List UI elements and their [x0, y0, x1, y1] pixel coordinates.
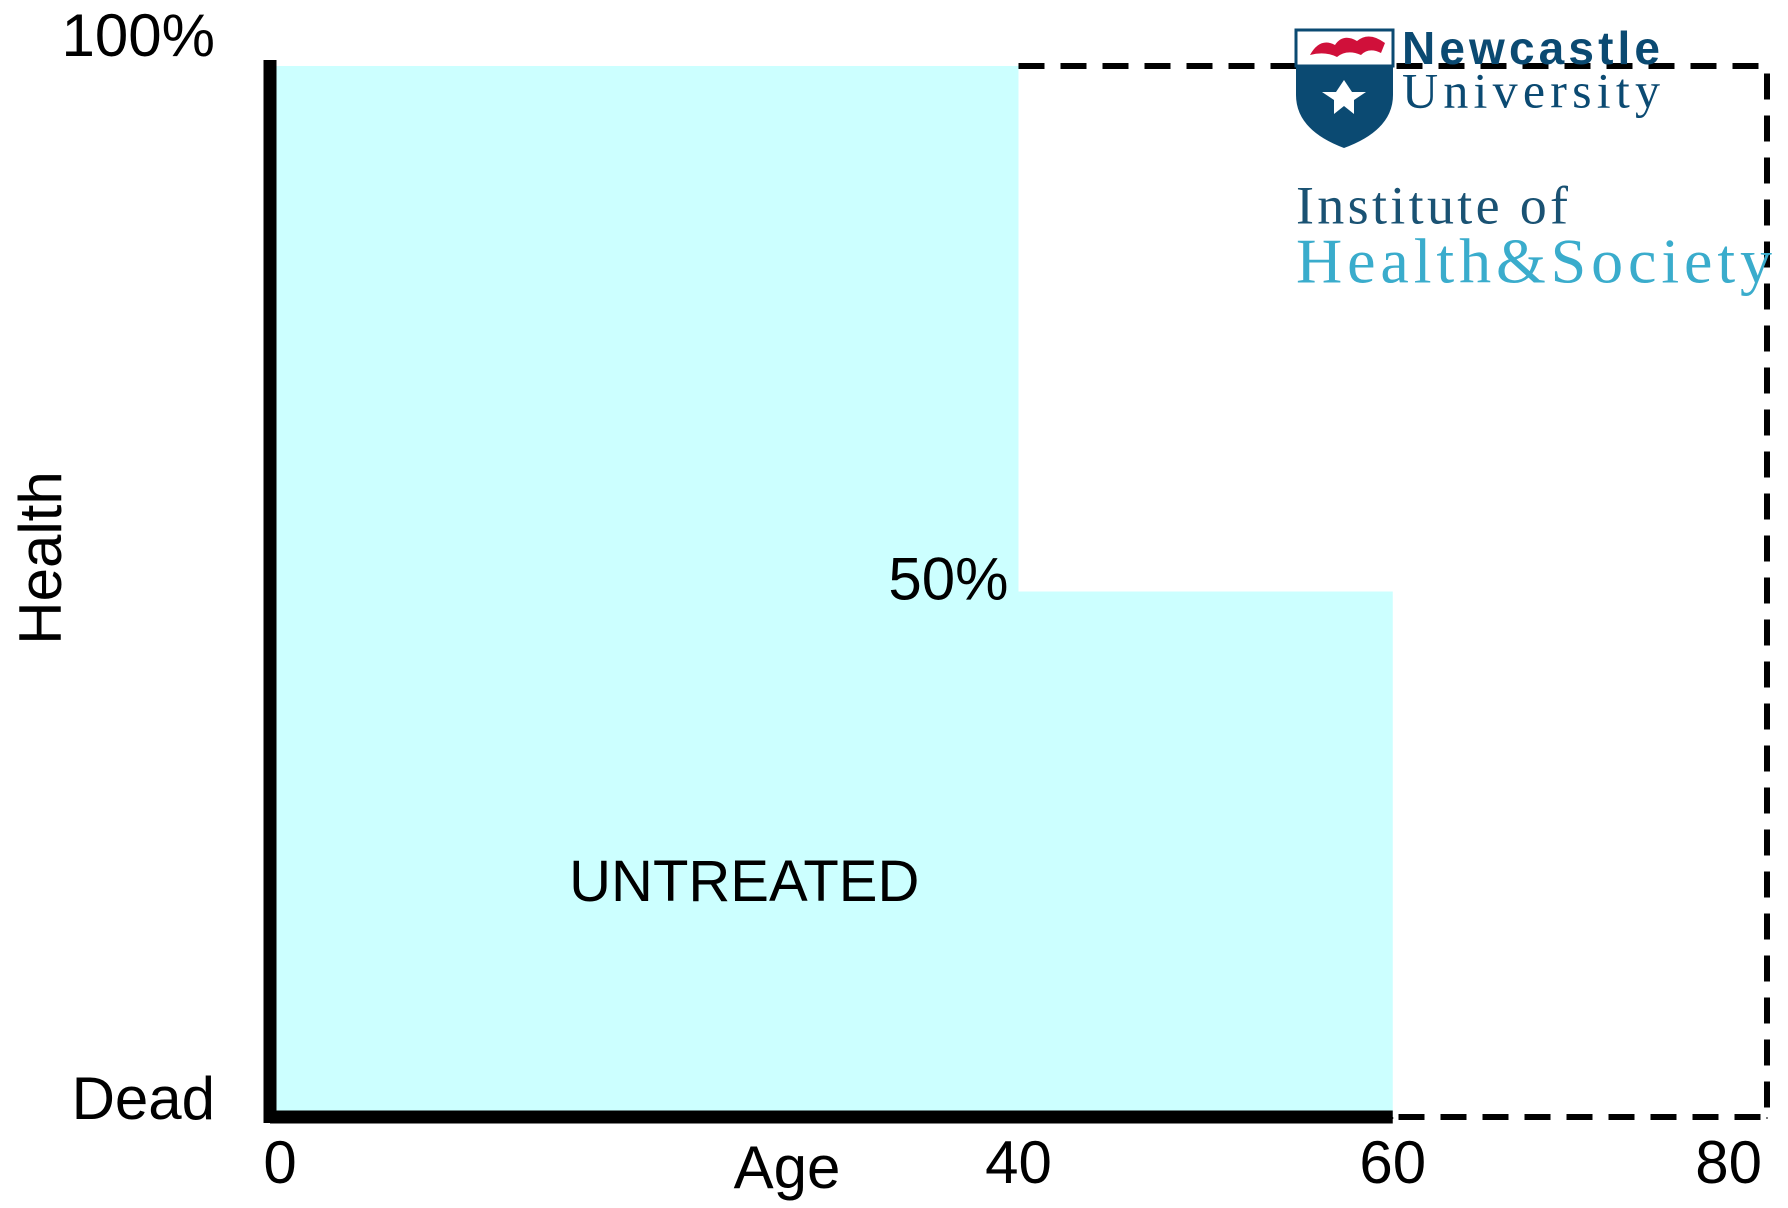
logo-cross [1322, 80, 1366, 114]
logo-text: University [1402, 62, 1660, 118]
logo: Newcastle University Institute of Health… [1294, 22, 1772, 297]
logo-text: Institute of [1296, 175, 1568, 235]
x-tick-label: 80 [1695, 1129, 1762, 1196]
y-axis-label: Health [7, 471, 74, 644]
y-tick-label: Dead [72, 1065, 215, 1132]
plot-area: UNTREATED 0 40 60 80 Dead 100% 50% [62, 2, 1770, 1196]
series-label: UNTREATED [569, 849, 919, 914]
logo-text: Health&Society [1296, 226, 1772, 297]
x-axis-label: Age [734, 1134, 841, 1201]
x-tick-label: 40 [985, 1129, 1052, 1196]
x-tick-label: 60 [1359, 1129, 1426, 1196]
annotation: 50% [888, 545, 1008, 612]
logo-lions [1310, 36, 1385, 57]
y-tick-label: 100% [62, 2, 215, 69]
reference-line [1018, 63, 1770, 1120]
x-tick-label: 0 [263, 1129, 296, 1196]
bar [1018, 591, 1393, 1117]
bar [270, 66, 1019, 1117]
logo-text: Newcastle [1402, 22, 1660, 74]
